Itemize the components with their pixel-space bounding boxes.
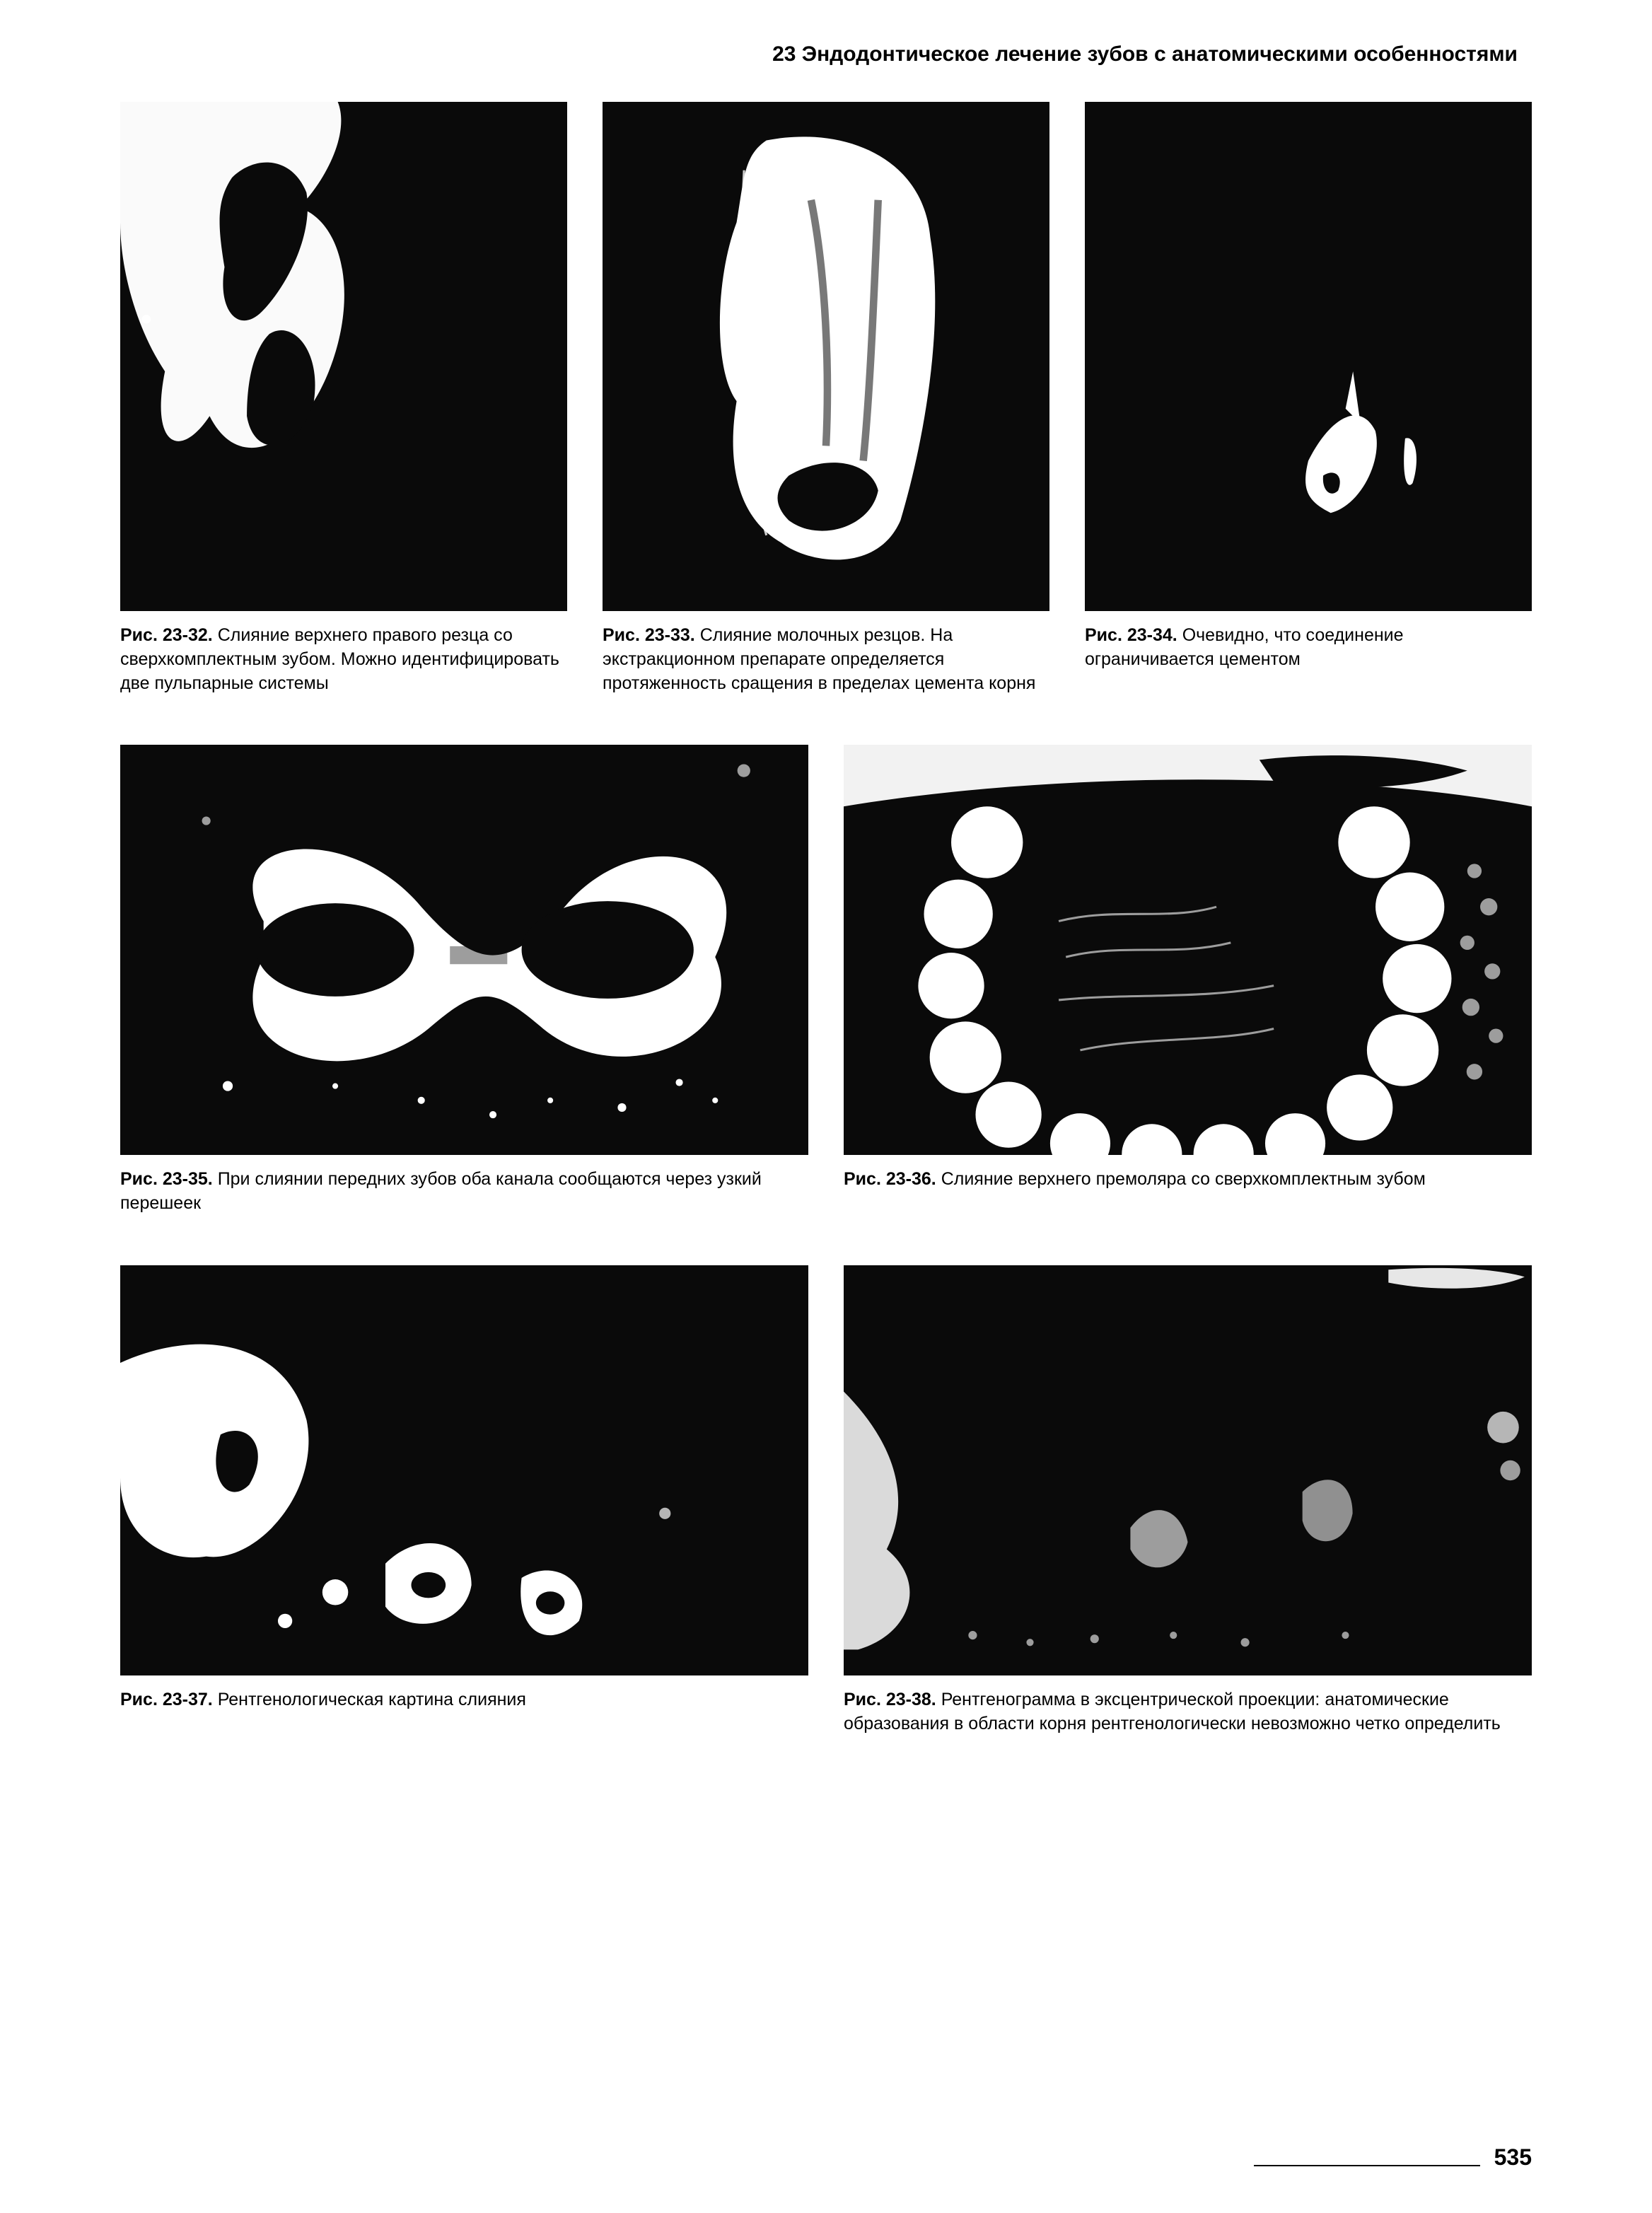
- figure-caption: Рис. 23-38. Рентгенограмма в эксцентриче…: [844, 1688, 1532, 1736]
- figure-number: Рис. 23-32.: [120, 625, 213, 645]
- figure-image: [844, 1265, 1532, 1675]
- figure-row-1: Рис. 23-32. Слияние верхнего правого рез…: [120, 102, 1532, 695]
- figure-image: [603, 102, 1049, 611]
- figure-caption: Рис. 23-33. Слияние молочных резцов. На …: [603, 624, 1049, 695]
- chapter-title: Эндодонтическое лечение зубов с анатомич…: [802, 42, 1518, 66]
- figure-row-2: Рис. 23-35. При слиянии передних зубов о…: [120, 745, 1532, 1216]
- chapter-number: 23: [772, 42, 796, 66]
- chapter-header: 23 Эндодонтическое лечение зубов с анато…: [120, 42, 1532, 66]
- figure-number: Рис. 23-36.: [844, 1169, 936, 1189]
- figure-23-38: Рис. 23-38. Рентгенограмма в эксцентриче…: [844, 1265, 1532, 1736]
- figure-number: Рис. 23-37.: [120, 1690, 213, 1709]
- figure-caption-text: При слиянии передних зубов оба канала со…: [120, 1169, 762, 1213]
- figure-23-35: Рис. 23-35. При слиянии передних зубов о…: [120, 745, 808, 1216]
- footer-rule: [1254, 2165, 1480, 2166]
- figure-image: [1085, 102, 1532, 611]
- figure-caption: Рис. 23-36. Слияние верхнего премоляра с…: [844, 1168, 1532, 1192]
- figure-caption: Рис. 23-34. Очевидно, что соединение огр…: [1085, 624, 1532, 672]
- figure-image: [844, 745, 1532, 1155]
- figure-caption: Рис. 23-35. При слиянии передних зубов о…: [120, 1168, 808, 1216]
- page-number: 535: [1494, 2144, 1532, 2171]
- figure-caption: Рис. 23-37. Рентгенологическая картина с…: [120, 1688, 808, 1712]
- figure-number: Рис. 23-33.: [603, 625, 695, 645]
- figure-number: Рис. 23-38.: [844, 1690, 936, 1709]
- figure-image: [120, 1265, 808, 1675]
- figure-image: [120, 745, 808, 1155]
- figure-caption-text: Слияние верхнего премоляра со сверхкомпл…: [941, 1169, 1426, 1189]
- figure-23-33: Рис. 23-33. Слияние молочных резцов. На …: [603, 102, 1049, 695]
- figure-number: Рис. 23-35.: [120, 1169, 213, 1189]
- figure-caption: Рис. 23-32. Слияние верхнего правого рез…: [120, 624, 567, 695]
- figure-23-36: Рис. 23-36. Слияние верхнего премоляра с…: [844, 745, 1532, 1216]
- figure-23-32: Рис. 23-32. Слияние верхнего правого рез…: [120, 102, 567, 695]
- figure-caption-text: Рентгенограмма в эксцентрической проекци…: [844, 1690, 1501, 1733]
- figure-row-3: Рис. 23-37. Рентгенологическая картина с…: [120, 1265, 1532, 1736]
- figure-caption-text: Рентгенологическая картина слияния: [218, 1690, 526, 1709]
- page-footer: 535: [120, 2144, 1532, 2171]
- figure-number: Рис. 23-34.: [1085, 625, 1177, 645]
- figure-image: [120, 102, 567, 611]
- figure-23-37: Рис. 23-37. Рентгенологическая картина с…: [120, 1265, 808, 1736]
- page-container: 23 Эндодонтическое лечение зубов с анато…: [0, 0, 1652, 1828]
- figure-23-34: Рис. 23-34. Очевидно, что соединение огр…: [1085, 102, 1532, 695]
